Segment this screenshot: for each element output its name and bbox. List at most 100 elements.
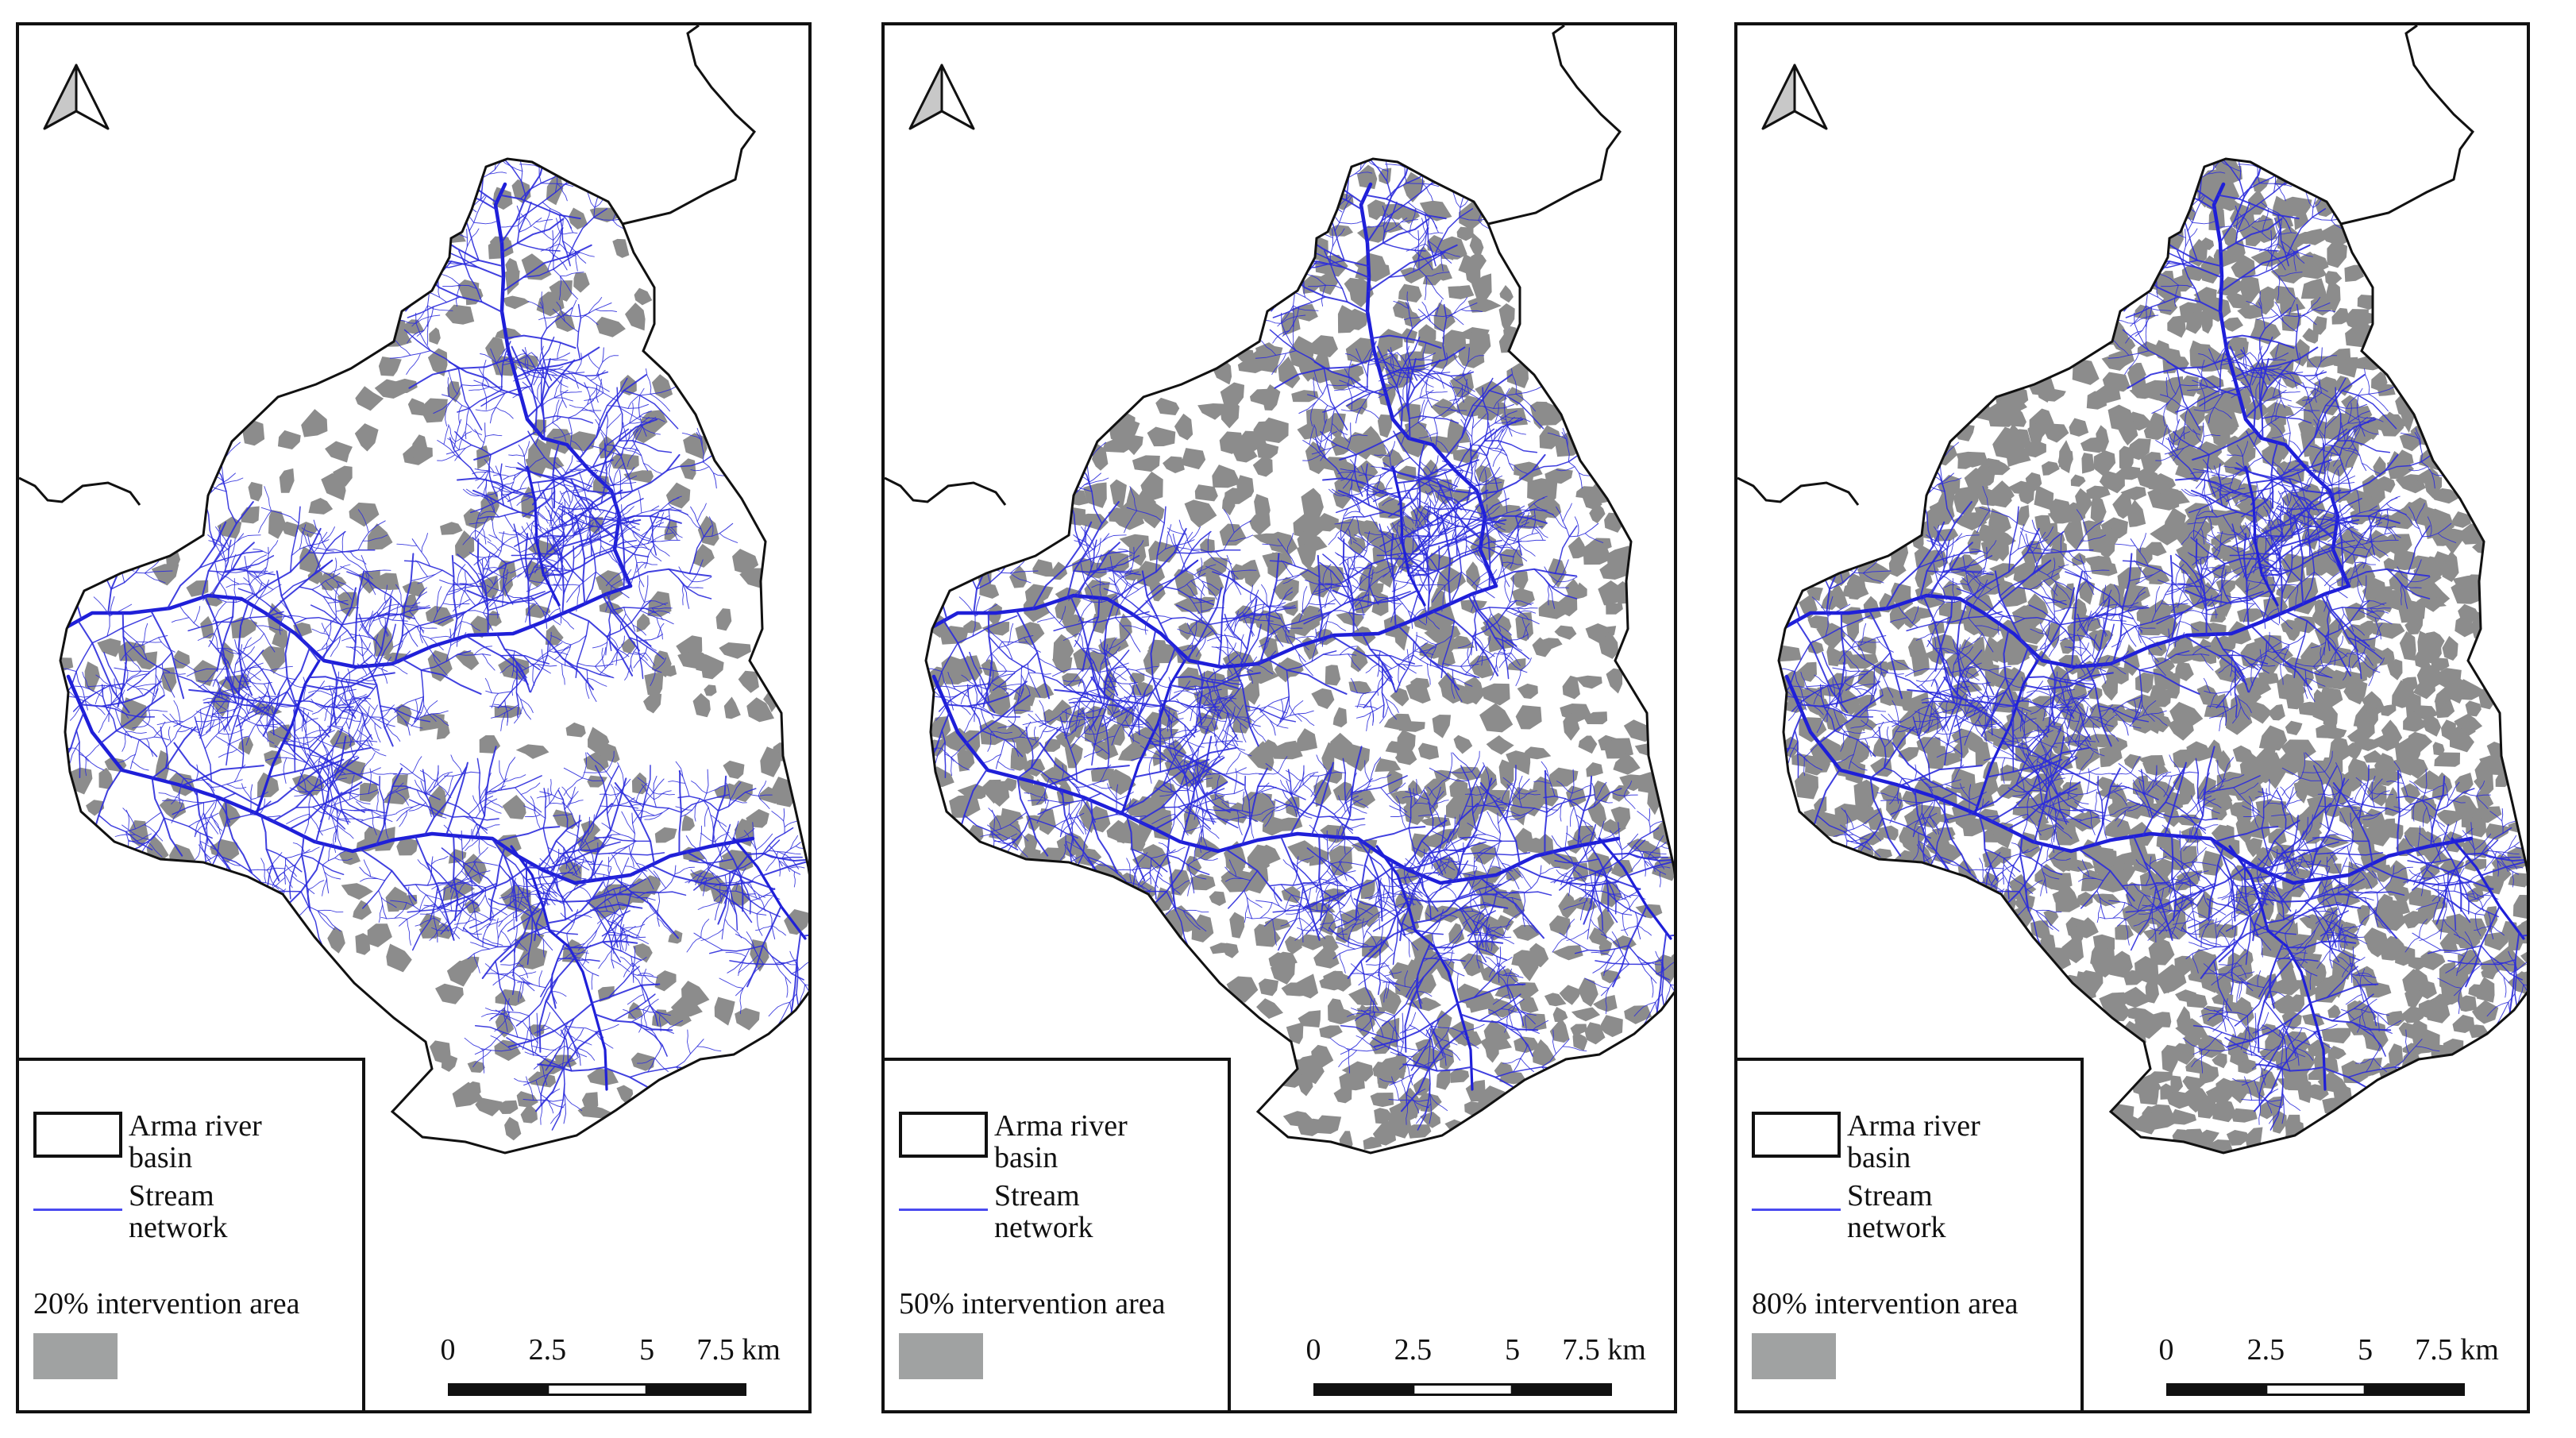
- stream-segment: [408, 611, 424, 634]
- stream-segment: [635, 862, 657, 878]
- stream-segment: [1235, 716, 1255, 722]
- stream-segment: [498, 488, 511, 502]
- stream-segment: [682, 1120, 700, 1139]
- stream-segment: [258, 696, 276, 717]
- stream-segment: [1137, 872, 1150, 887]
- stream-segment: [457, 564, 466, 586]
- intervention-patch: [1497, 915, 1514, 931]
- stream-segment: [1429, 498, 1431, 515]
- stream-segment: [1367, 218, 1430, 253]
- stream-segment: [416, 626, 441, 662]
- stream-segment: [1289, 700, 1304, 716]
- stream-segment: [1520, 1058, 1534, 1073]
- stream-segment: [1406, 1062, 1413, 1085]
- stream-segment: [310, 698, 324, 709]
- stream-segment: [1166, 891, 1192, 954]
- stream-segment: [1203, 789, 1244, 796]
- stream-segment: [1487, 411, 1517, 428]
- stream-segment: [1515, 549, 1528, 562]
- stream-segment: [1298, 917, 1315, 932]
- stream-segment: [617, 406, 641, 421]
- stream-segment: [256, 724, 275, 744]
- stream-segment: [481, 359, 487, 386]
- stream-segment: [725, 951, 746, 957]
- stream-segment: [1121, 582, 1128, 599]
- stream-segment: [618, 635, 625, 650]
- stream-segment: [1244, 904, 1249, 923]
- stream-segment: [394, 696, 424, 713]
- stream-segment: [499, 760, 505, 782]
- stream-segment: [579, 514, 640, 525]
- stream-segment: [29, 758, 48, 781]
- intervention-patch: [1398, 721, 1425, 732]
- stream-segment: [1433, 800, 1449, 805]
- stream-segment: [1414, 803, 1479, 874]
- stream-segment: [650, 669, 656, 687]
- intervention-patch: [1295, 728, 1317, 753]
- stream-segment: [384, 714, 399, 729]
- stream-segment: [1346, 1045, 1386, 1052]
- stream-segment: [1270, 254, 1296, 264]
- stream-segment: [755, 925, 773, 931]
- stream-segment: [904, 738, 920, 748]
- stream-segment: [173, 657, 197, 673]
- stream-segment: [637, 1058, 656, 1064]
- stream-segment: [588, 297, 603, 314]
- stream-segment: [693, 932, 723, 950]
- stream-segment: [515, 977, 559, 1027]
- stream-segment: [539, 345, 544, 364]
- stream-segment: [643, 1028, 674, 1034]
- stream-segment: [1055, 721, 1078, 731]
- intervention-patch: [1332, 707, 1348, 728]
- stream-segment: [364, 697, 375, 710]
- stream-segment: [1382, 462, 1421, 481]
- stream-segment: [1417, 872, 1423, 889]
- stream-segment: [1084, 525, 1087, 542]
- stream-segment: [677, 577, 690, 609]
- stream-segment: [1261, 584, 1268, 607]
- intervention-patch: [1348, 987, 1379, 1006]
- stream-segment: [556, 301, 565, 322]
- stream-segment: [1428, 860, 1469, 903]
- stream-segment: [1174, 880, 1190, 890]
- intervention-patch: [1184, 499, 1217, 528]
- stream-segment: [1182, 909, 1209, 913]
- stream-segment: [1390, 559, 1398, 578]
- stream-segment: [208, 540, 225, 546]
- map-panel-20: 0 2.5 5 7.5 km Arma river basin Stream netw…: [16, 22, 812, 1413]
- stream-segment: [1264, 810, 1274, 827]
- stream-segment: [1367, 225, 1384, 228]
- stream-segment: [280, 559, 333, 597]
- stream-segment: [369, 611, 374, 628]
- stream-segment: [488, 172, 507, 175]
- stream-segment: [885, 509, 916, 548]
- stream-segment: [771, 925, 786, 936]
- stream-segment: [1548, 1068, 1573, 1075]
- stream-segment: [755, 833, 773, 850]
- stream-segment: [484, 567, 506, 570]
- intervention-patch: [349, 502, 380, 527]
- stream-segment: [466, 422, 483, 435]
- stream-segment: [158, 792, 184, 801]
- stream-segment: [563, 853, 567, 869]
- stream-segment: [241, 783, 252, 800]
- stream-segment: [1459, 836, 1517, 842]
- stream-segment: [1076, 884, 1078, 908]
- stream-segment: [608, 526, 628, 542]
- stream-segment: [155, 674, 165, 696]
- stream-segment: [668, 781, 686, 784]
- stream-segment: [1286, 191, 1318, 195]
- stream-segment: [1433, 208, 1474, 257]
- stream-segment: [1072, 701, 1089, 719]
- stream-segment: [1319, 882, 1331, 898]
- stream-segment: [587, 470, 599, 492]
- stream-segment: [1240, 723, 1247, 743]
- stream-segment: [584, 839, 596, 874]
- stream-segment: [1404, 553, 1424, 563]
- intervention-patch: [1457, 347, 1485, 368]
- stream-segment: [1431, 511, 1449, 529]
- stream-segment: [641, 968, 647, 988]
- stream-segment: [1309, 824, 1328, 841]
- stream-segment: [537, 664, 551, 674]
- stream-segment: [442, 166, 461, 172]
